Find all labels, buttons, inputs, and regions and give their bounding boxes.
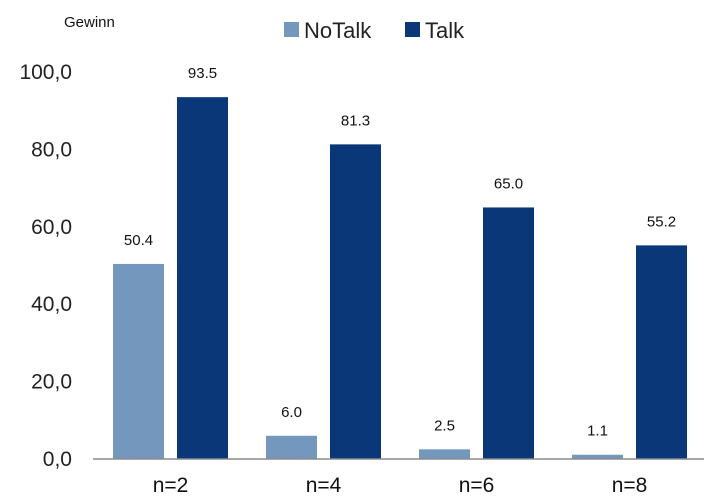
x-tick-label: n=4 xyxy=(306,474,342,497)
data-label: 93.5 xyxy=(188,65,217,82)
data-label: 6.0 xyxy=(281,404,302,421)
legend-label-talk: Talk xyxy=(425,18,465,43)
legend-swatch-talk xyxy=(405,22,420,37)
y-tick-label: 0,0 xyxy=(43,448,72,471)
y-tick-label: 60,0 xyxy=(31,216,72,239)
y-axis-label: Gewinn xyxy=(64,14,115,31)
x-axis: n=2 n=4 n=6 n=8 xyxy=(153,474,648,497)
x-tick-label: n=2 xyxy=(153,474,189,497)
bar-notalk-n2 xyxy=(113,263,164,459)
y-tick-label: 80,0 xyxy=(31,138,72,161)
data-label: 2.5 xyxy=(434,417,455,434)
bar-talk-n4 xyxy=(330,144,381,459)
x-tick-label: n=8 xyxy=(612,474,648,497)
y-tick-label: 40,0 xyxy=(31,293,72,316)
legend-swatch-notalk xyxy=(284,22,299,37)
data-label: 55.2 xyxy=(647,213,676,230)
bar-notalk-n4 xyxy=(266,435,317,459)
data-label: 50.4 xyxy=(124,232,153,249)
data-labels: 50.4 93.5 6.0 81.3 2.5 65.0 1.1 55.2 xyxy=(124,65,676,440)
y-tick-label: 100,0 xyxy=(19,61,72,84)
bar-talk-n2 xyxy=(177,97,228,459)
data-label: 81.3 xyxy=(341,112,370,129)
data-label: 1.1 xyxy=(587,423,608,440)
y-tick-label: 20,0 xyxy=(31,371,72,394)
y-axis: 0,0 20,0 40,0 60,0 80,0 100,0 xyxy=(19,61,72,471)
bar-talk-n8 xyxy=(636,245,687,459)
bars xyxy=(113,97,687,459)
bar-notalk-n8 xyxy=(572,454,623,459)
legend: NoTalk Talk xyxy=(284,18,465,43)
legend-label-notalk: NoTalk xyxy=(304,18,372,43)
x-tick-label: n=6 xyxy=(459,474,495,497)
bar-talk-n6 xyxy=(483,207,534,459)
data-label: 65.0 xyxy=(494,175,523,192)
bar-notalk-n6 xyxy=(419,449,470,459)
